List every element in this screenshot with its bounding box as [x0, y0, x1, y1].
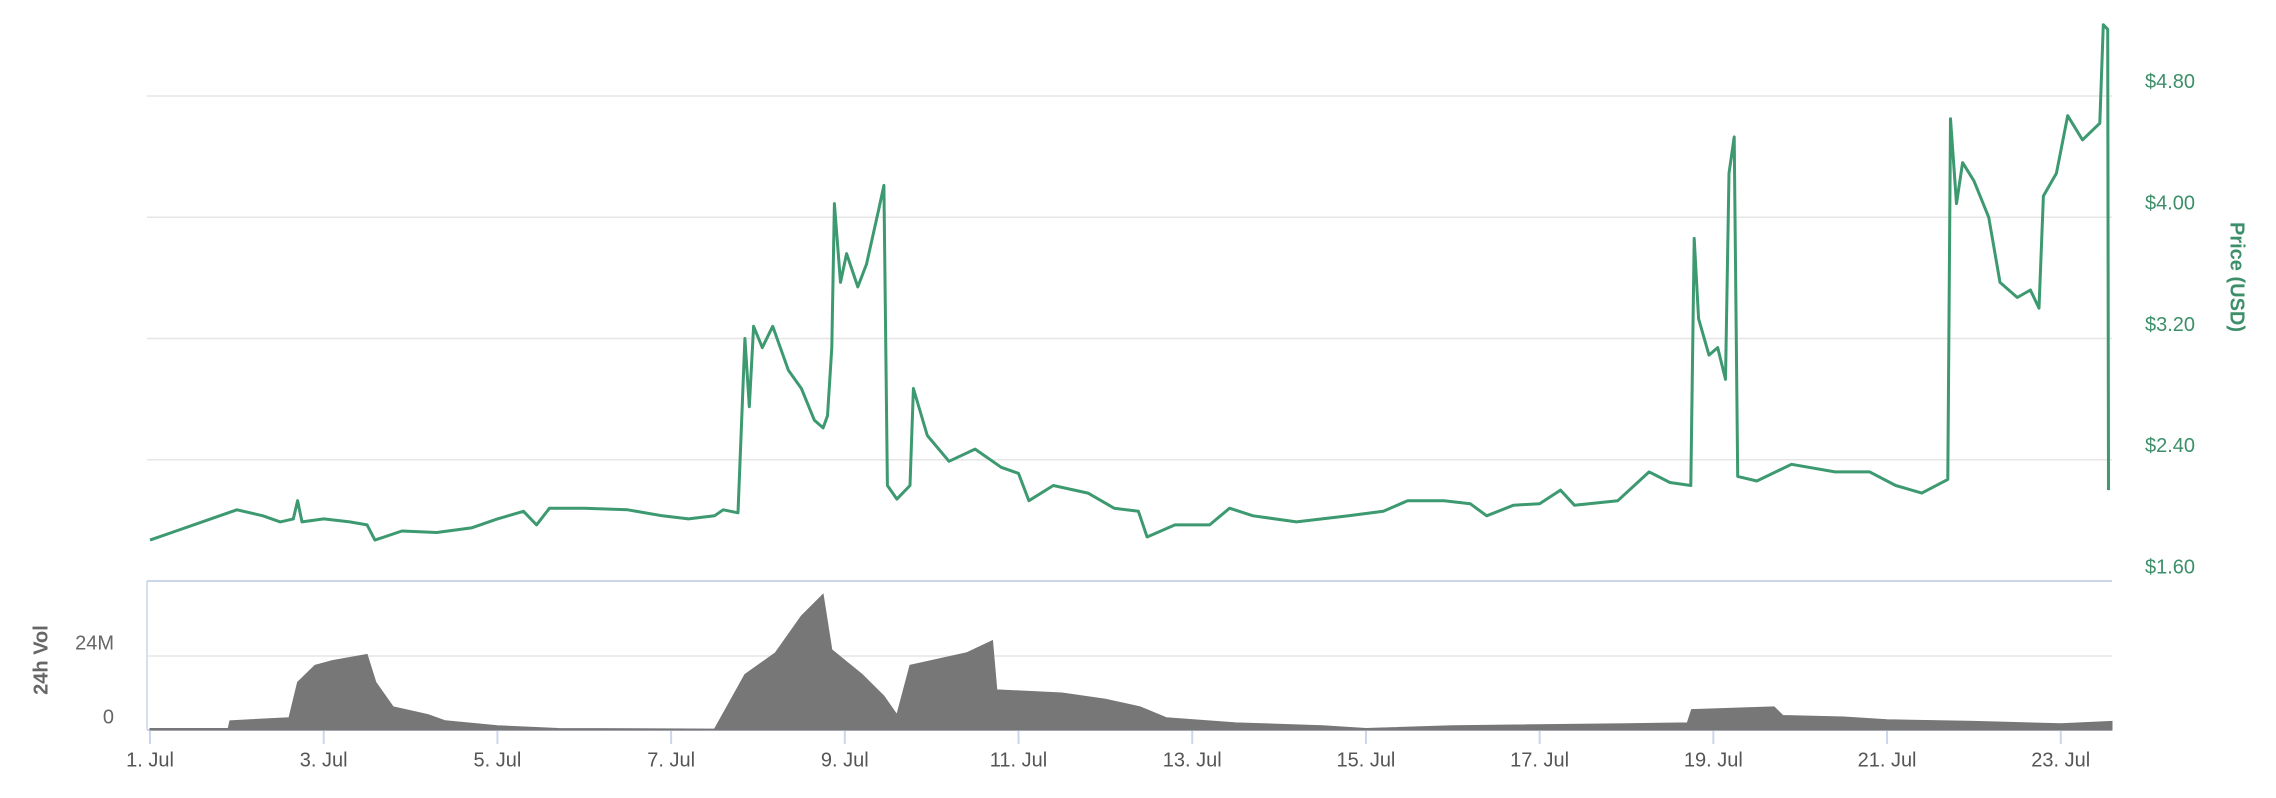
x-tick-label: 15. Jul [1336, 749, 1395, 771]
y-tick-label: $4.80 [2145, 71, 2195, 93]
x-tick-label: 5. Jul [474, 749, 522, 771]
x-tick-label: 7. Jul [647, 749, 695, 771]
x-tick-label: 1. Jul [126, 749, 174, 771]
y-tick-label: $1.60 [2145, 556, 2195, 578]
price-line [149, 23, 2110, 542]
x-tick-label: 17. Jul [1510, 749, 1569, 771]
x-tick-label: 9. Jul [821, 749, 869, 771]
y-tick-label: 0 [103, 706, 114, 728]
x-tick-label: 19. Jul [1684, 749, 1743, 771]
x-tick-label: 23. Jul [2031, 749, 2090, 771]
x-tick-label: 3. Jul [300, 749, 348, 771]
x-tick-label: 11. Jul [990, 749, 1047, 771]
x-tick-label: 13. Jul [1163, 749, 1222, 771]
y-tick-label: $3.20 [2145, 314, 2195, 336]
volume-area [149, 593, 2113, 731]
y-axis-title: Price (USD) [2226, 222, 2248, 332]
y-tick-label: $4.00 [2145, 192, 2195, 214]
y-tick-label: $2.40 [2145, 435, 2195, 457]
x-tick-label: 21. Jul [1858, 749, 1917, 771]
y-axis-title: 24h Vol [30, 625, 52, 695]
y-tick-label: 24M [75, 632, 114, 654]
